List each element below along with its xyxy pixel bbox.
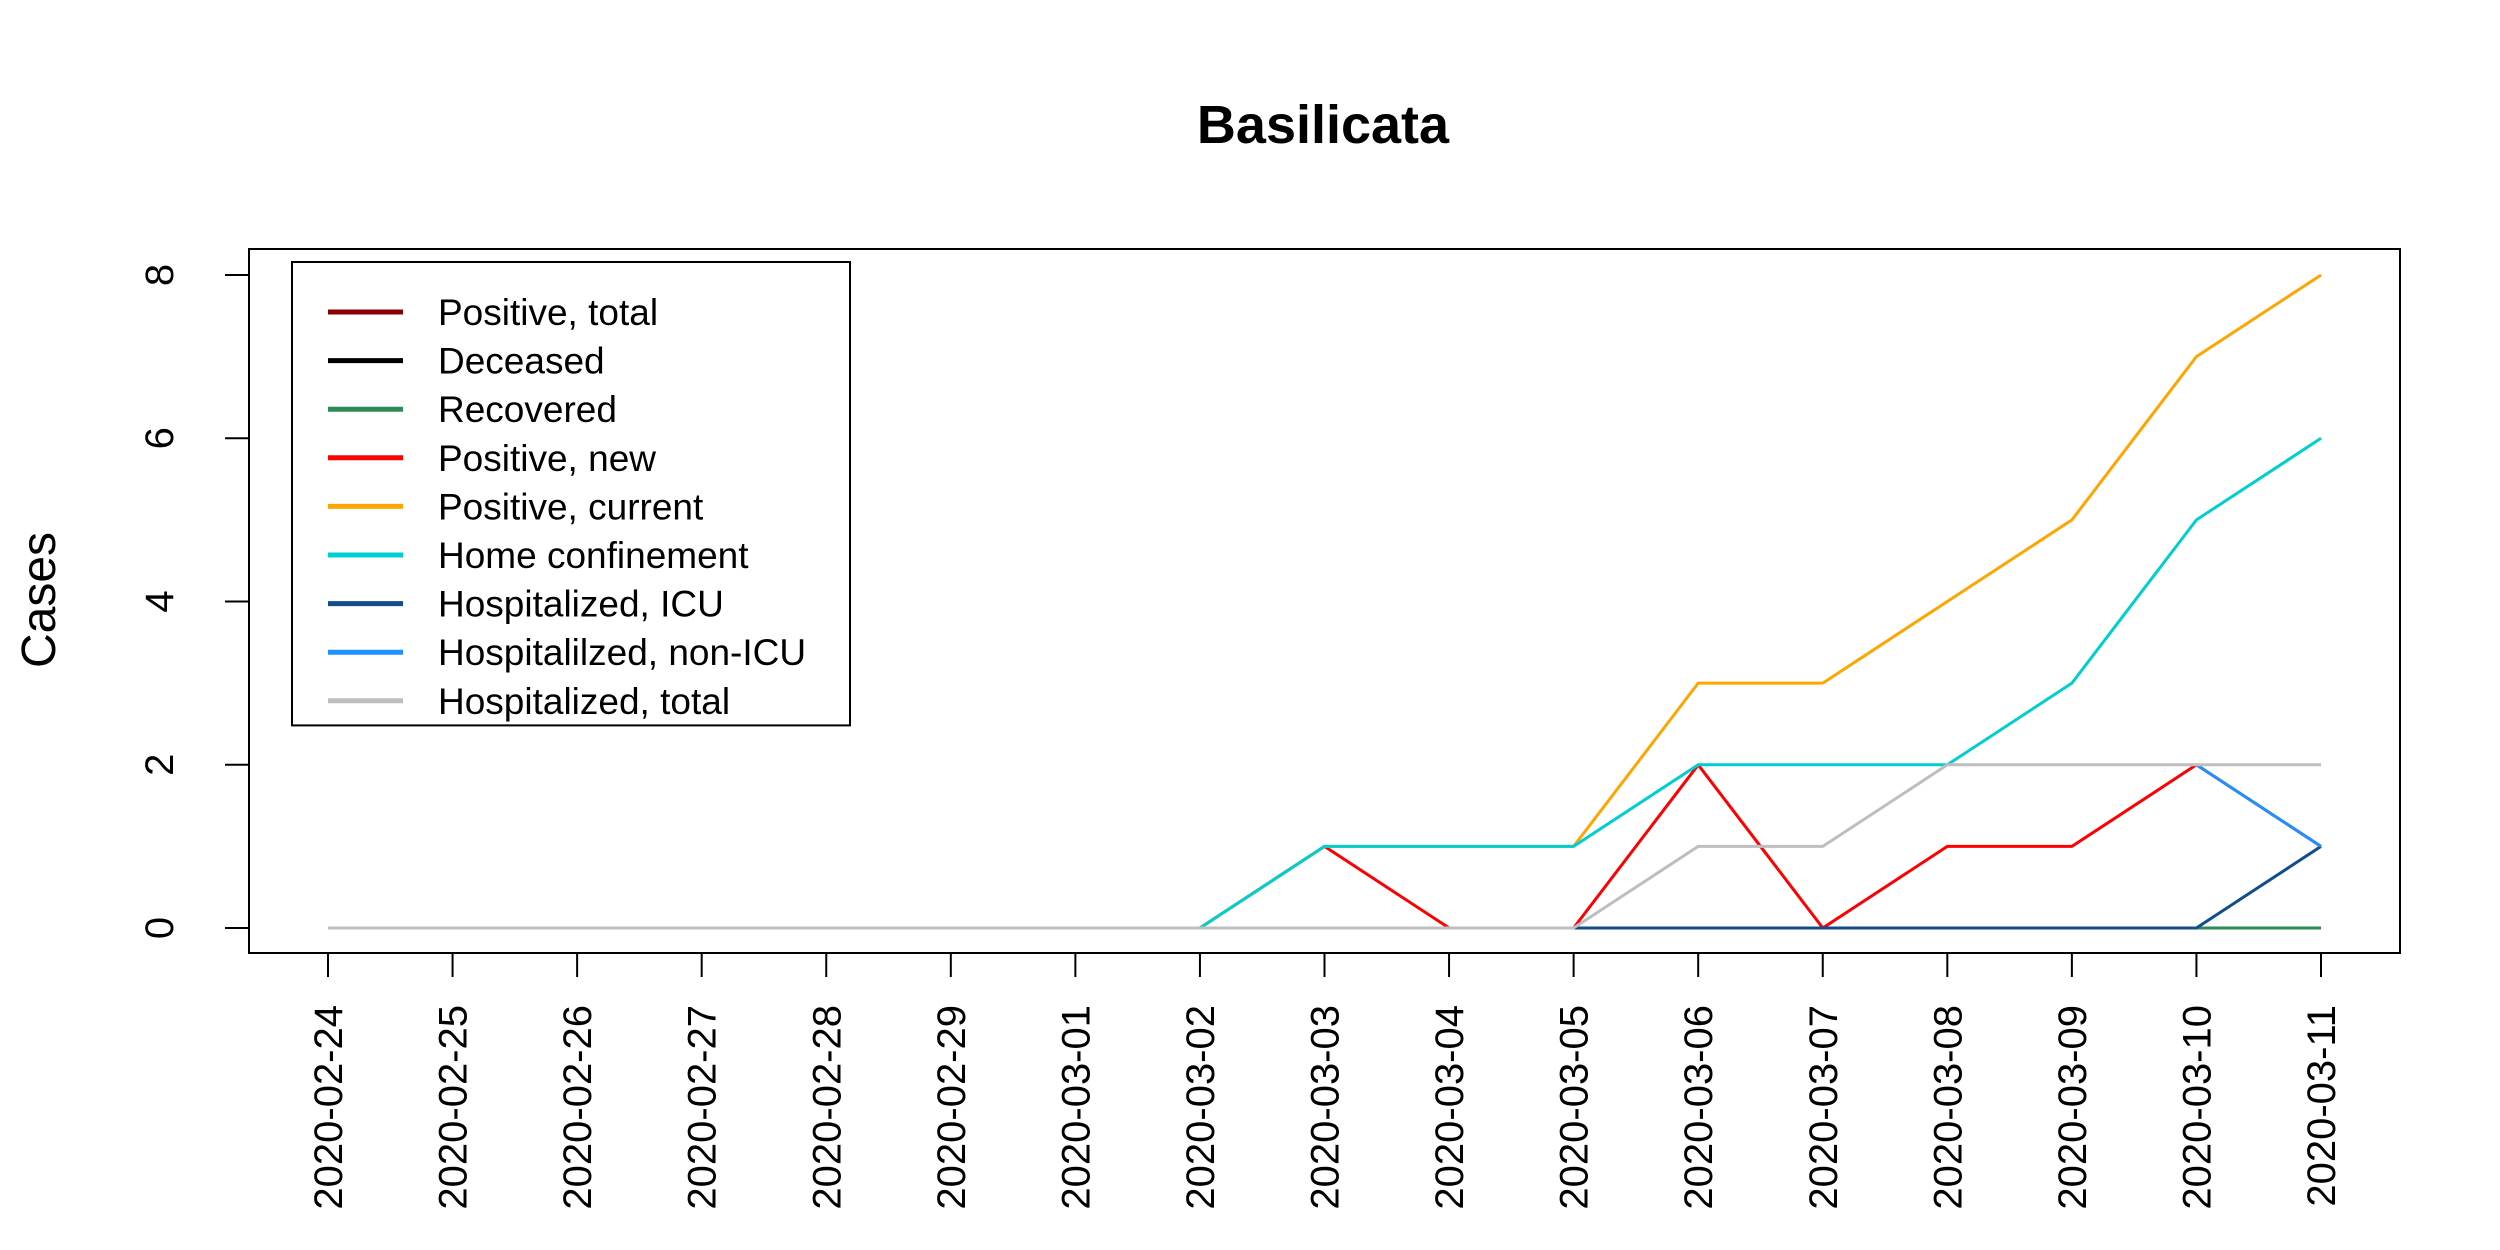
x-tick-label: 2020-02-28 [805,1005,849,1210]
series-segment [328,763,2321,930]
x-tick-label: 2020-02-27 [681,1005,725,1210]
x-tick-label: 2020-02-29 [930,1005,974,1210]
legend-item: Hospitalilzed, non-ICU [328,632,806,673]
x-axis: 2020-02-24 2020-02-25 2020-02-26 2020-02-27… [307,952,2344,1210]
x-tick-label: 2020-03-02 [1179,1005,1223,1210]
y-tick-label: 8 [138,264,182,286]
legend-item: Positive, current [328,486,704,527]
y-axis: 0 2 4 6 8 [138,264,250,939]
legend-label: Positive, current [438,486,704,527]
x-tick-label: 2020-03-01 [1054,1005,1098,1210]
legend: Positive, total Deceased Recovered Positive… [291,261,851,727]
legend-item: Recovered [328,389,617,430]
legend-label: Hospitalized, total [438,681,730,722]
x-tick-label: 2020-03-10 [2175,1005,2219,1210]
legend-item: Positive, new [328,438,656,479]
legend-label: Recovered [438,389,617,430]
y-tick-label: 4 [138,590,182,612]
x-tick-label: 2020-02-24 [307,1005,351,1210]
x-tick-label: 2020-03-06 [1677,1005,1721,1210]
x-tick-label: 2020-03-09 [2051,1005,2095,1210]
legend-item: Home confinement [328,535,749,576]
x-tick-label: 2020-03-05 [1553,1005,1597,1210]
legend-label: Hospitalilzed, non-ICU [438,632,806,673]
x-tick-label: 2020-02-26 [556,1005,600,1210]
legend-label: Hospitalized, ICU [438,584,724,625]
series-segment [1199,437,2322,930]
legend-item: Hospitalized, total [328,681,730,722]
y-tick-label: 2 [138,754,182,776]
x-tick-label: 2020-02-25 [432,1005,476,1210]
x-tick-label: 2020-03-04 [1428,1005,1472,1210]
y-axis-label: Cases [13,532,66,668]
legend-label: Positive, new [438,438,656,479]
series-line [1199,437,2322,930]
x-tick-label: 2020-03-08 [1926,1005,1970,1210]
y-tick-label: 0 [138,917,182,939]
x-tick-label: 2020-03-07 [1802,1005,1846,1210]
chart-title: Basilicata [1197,95,1450,155]
legend-box [291,261,851,727]
legend-item: Hospitalized, ICU [328,584,724,625]
series-segment [2195,763,2322,848]
legend-item: Deceased [328,341,605,382]
series-line [2195,763,2322,848]
x-tick-label: 2020-03-03 [1304,1005,1348,1210]
legend-label: Positive, total [438,292,658,333]
legend-label: Home confinement [438,535,749,576]
series-segment [1573,845,2322,930]
legend-item: Positive, total [328,292,658,333]
legend-label: Deceased [438,341,605,382]
x-tick-label: 2020-03-11 [2300,1005,2344,1207]
series-line [328,763,2321,930]
series-line [1573,845,2322,930]
series-lines [328,273,2322,930]
y-tick-label: 6 [138,427,182,449]
